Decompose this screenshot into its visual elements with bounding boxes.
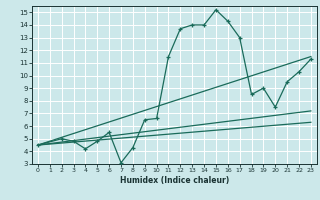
X-axis label: Humidex (Indice chaleur): Humidex (Indice chaleur) xyxy=(120,176,229,185)
